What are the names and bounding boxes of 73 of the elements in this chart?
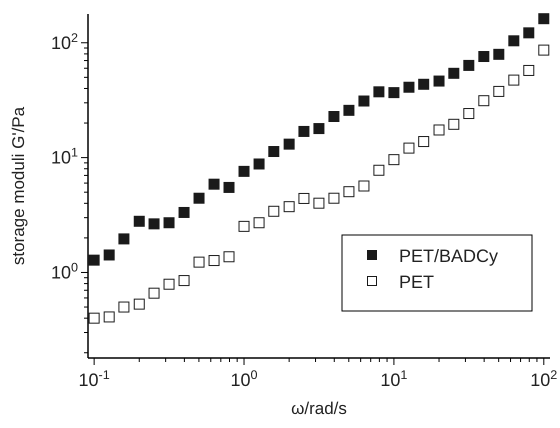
y-tick-label: 10$^{1}$	[50, 146, 78, 168]
point	[478, 51, 490, 62]
point	[118, 302, 130, 313]
point	[508, 35, 520, 46]
point	[104, 249, 115, 260]
point	[463, 60, 474, 71]
point	[118, 233, 130, 244]
point	[418, 136, 430, 148]
x-tick-label: 10$^{-1}$	[78, 368, 110, 390]
point	[178, 206, 190, 218]
point	[343, 186, 354, 198]
point	[104, 311, 115, 322]
point	[418, 78, 430, 90]
point	[268, 206, 280, 217]
point	[134, 298, 145, 310]
legend-label: PET/BADCy	[399, 246, 498, 266]
point	[373, 164, 384, 176]
point	[178, 275, 190, 286]
x-tick-label: 10$^{2}$	[530, 368, 558, 390]
point	[403, 142, 414, 154]
point	[134, 216, 145, 227]
point	[358, 180, 370, 192]
point	[284, 201, 295, 212]
point	[478, 95, 490, 106]
point	[508, 74, 520, 86]
legend-label: PET	[399, 272, 434, 292]
point	[298, 126, 310, 137]
x-tick-label: 10$^{1}$	[380, 368, 408, 390]
point	[328, 192, 340, 204]
point	[254, 158, 265, 170]
point	[88, 254, 100, 266]
point	[194, 192, 205, 204]
point	[388, 87, 400, 98]
point	[284, 138, 295, 150]
point	[208, 178, 220, 190]
point	[164, 217, 175, 228]
point	[254, 217, 265, 228]
y-tick-label: 10$^{2}$	[50, 30, 78, 53]
point	[313, 198, 324, 209]
point	[493, 48, 504, 60]
point	[208, 255, 220, 266]
point	[298, 192, 310, 204]
point	[434, 76, 445, 87]
point	[448, 68, 460, 79]
point	[328, 111, 340, 122]
point	[403, 82, 414, 93]
point	[448, 118, 460, 130]
point	[493, 86, 504, 97]
point	[224, 182, 235, 193]
point	[194, 256, 205, 268]
point	[463, 108, 474, 120]
x-axis-title: ω/rad/s	[291, 399, 347, 418]
point	[164, 278, 175, 290]
point	[148, 288, 160, 299]
point	[434, 124, 445, 136]
point	[268, 146, 280, 158]
point	[538, 13, 550, 24]
point	[373, 86, 384, 98]
point	[238, 220, 250, 232]
point	[238, 166, 250, 177]
point	[388, 154, 400, 166]
point	[148, 218, 160, 230]
point	[523, 64, 534, 76]
point	[523, 27, 534, 38]
point	[538, 44, 550, 56]
x-tick-label: 10$^{0}$	[230, 368, 258, 390]
y-axis-title: storage moduli G'/Pa	[9, 106, 28, 266]
point	[224, 251, 235, 262]
point	[343, 104, 354, 116]
point	[313, 123, 324, 134]
point	[358, 96, 370, 107]
point	[88, 312, 100, 324]
y-tick-label: 10$^{0}$	[50, 260, 78, 282]
